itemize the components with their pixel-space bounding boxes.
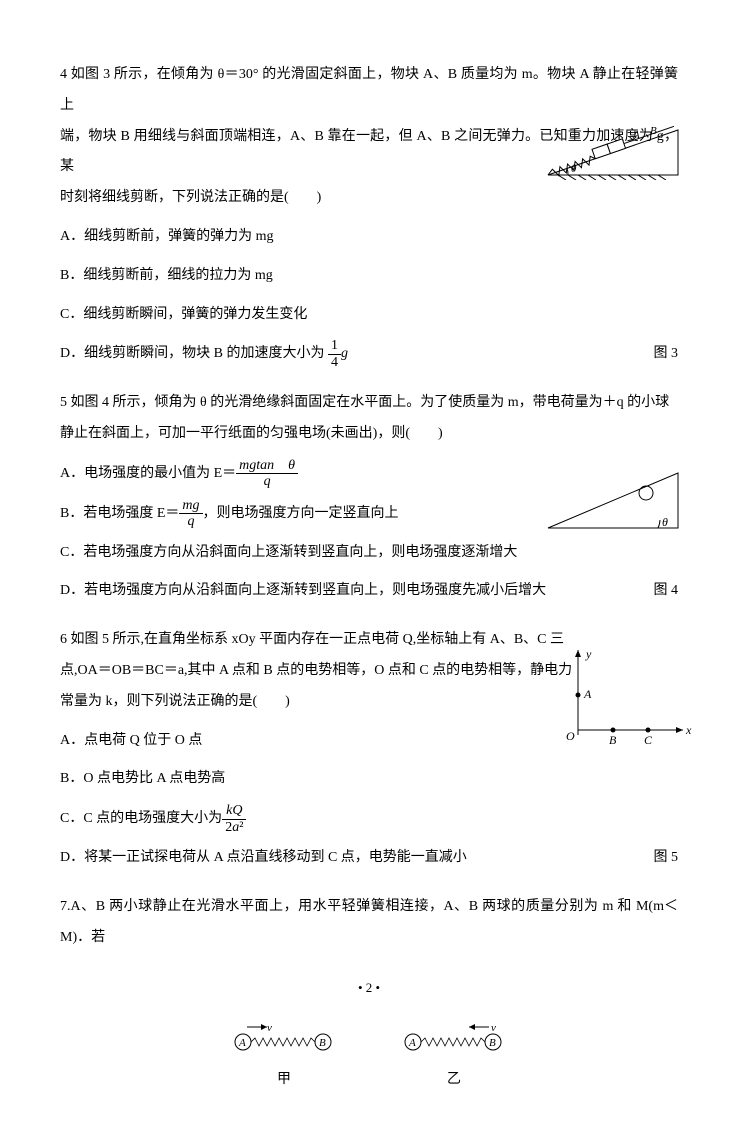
svg-text:B: B bbox=[319, 1037, 326, 1049]
q4-optd-pre: D．细线剪断瞬间，物块 B 的加速度大小为 bbox=[60, 346, 328, 361]
q4-option-b: B．细线剪断前，细线的拉力为 mg bbox=[60, 261, 678, 292]
svg-text:B: B bbox=[650, 125, 657, 137]
bottom-figures: v A B 甲 v A B 乙 bbox=[60, 1022, 678, 1089]
figure-yi-label: 乙 bbox=[399, 1070, 509, 1090]
q5-option-c: C．若电场强度方向从沿斜面向上逐渐转到竖直向上，则电场强度逐渐增大 bbox=[60, 538, 678, 569]
q6-optc-pre: C．C 点的电场强度大小为 bbox=[60, 811, 222, 826]
q5-opta-den: q bbox=[236, 474, 298, 489]
svg-text:θ: θ bbox=[571, 163, 577, 175]
q4-option-d-row: D．细线剪断瞬间，物块 B 的加速度大小为 14g 图 3 bbox=[60, 338, 678, 370]
q5-opta-pre: A．电场强度的最小值为 E＝ bbox=[60, 466, 236, 481]
q4-optd-den: 4 bbox=[328, 355, 341, 370]
figure-jia: v A B 甲 bbox=[229, 1022, 339, 1089]
figure-yi-svg: v A B bbox=[399, 1022, 509, 1057]
q5-optb-post: ，则电场强度方向一定竖直向上 bbox=[203, 506, 399, 521]
q4-option-a: A．细线剪断前，弹簧的弹力为 mg bbox=[60, 222, 678, 253]
q4-stem-line3: 时刻将细线剪断，下列说法正确的是( ) bbox=[60, 183, 678, 214]
figure-5-diagram: y x O A B C bbox=[558, 640, 698, 750]
q4-optd-post: g bbox=[341, 346, 348, 361]
q6-optc-den: 2a² bbox=[222, 820, 246, 835]
figure-3-diagram: A B θ bbox=[538, 120, 688, 180]
q4-stem-line1: 4 如图 3 所示，在倾角为 θ＝30° 的光滑固定斜面上，物块 A、B 质量均… bbox=[60, 60, 678, 122]
q6-optc-fraction: kQ2a² bbox=[222, 803, 246, 835]
svg-text:A: A bbox=[632, 129, 640, 141]
q4-optd-num: 1 bbox=[328, 338, 341, 354]
q5-optb-num: mg bbox=[179, 498, 202, 514]
svg-text:B: B bbox=[609, 733, 617, 747]
figure-jia-svg: v A B bbox=[229, 1022, 339, 1057]
figure-4-label: 图 4 bbox=[654, 576, 679, 607]
figure-jia-label: 甲 bbox=[229, 1070, 339, 1090]
question-4: A B θ 4 如图 3 所示，在倾角为 θ＝30° 的光滑固定斜面上，物块 A… bbox=[60, 60, 678, 370]
figure-4-diagram: θ bbox=[538, 458, 688, 538]
q5-option-d: D．若电场强度方向从沿斜面向上逐渐转到竖直向上，则电场强度先减小后增大 bbox=[60, 576, 546, 607]
q6-option-b: B．O 点电势比 A 点电势高 bbox=[60, 764, 678, 795]
svg-text:B: B bbox=[489, 1037, 496, 1049]
q5-stem-line1: 5 如图 4 所示，倾角为 θ 的光滑绝缘斜面固定在水平面上。为了使质量为 m，… bbox=[60, 388, 678, 419]
svg-text:v: v bbox=[267, 1022, 272, 1034]
q5-option-d-row: D．若电场强度方向从沿斜面向上逐渐转到竖直向上，则电场强度先减小后增大 图 4 bbox=[60, 576, 678, 607]
q7-stem: 7.A、B 两小球静止在光滑水平面上，用水平轻弹簧相连接，A、B 两球的质量分别… bbox=[60, 892, 678, 954]
q5-opta-num: mgtan θ bbox=[236, 458, 298, 474]
q6-optc-num: kQ bbox=[222, 803, 246, 819]
svg-text:A: A bbox=[408, 1037, 416, 1049]
svg-text:A: A bbox=[583, 687, 592, 701]
figure-yi: v A B 乙 bbox=[399, 1022, 509, 1089]
q6-option-d-row: D．将某一正试探电荷从 A 点沿直线移动到 C 点，电势能一直减小 图 5 bbox=[60, 843, 678, 874]
q4-optd-fraction: 14 bbox=[328, 338, 341, 370]
svg-text:C: C bbox=[644, 733, 653, 747]
question-6: y x O A B C 6 如图 5 所示,在直角坐标系 xOy 平面内存在一正… bbox=[60, 625, 678, 874]
question-7: 7.A、B 两小球静止在光滑水平面上，用水平轻弹簧相连接，A、B 两球的质量分别… bbox=[60, 892, 678, 954]
q4-option-d: D．细线剪断瞬间，物块 B 的加速度大小为 14g bbox=[60, 338, 348, 370]
q5-opta-fraction: mgtan θq bbox=[236, 458, 298, 490]
q5-stem-line2: 静止在斜面上，可加一平行纸面的匀强电场(未画出)，则( ) bbox=[60, 419, 678, 450]
q6-option-c: C．C 点的电场强度大小为kQ2a² bbox=[60, 803, 678, 835]
figure-5-label: 图 5 bbox=[654, 843, 679, 874]
svg-text:x: x bbox=[685, 723, 692, 737]
q6-option-d: D．将某一正试探电荷从 A 点沿直线移动到 C 点，电势能一直减小 bbox=[60, 843, 467, 874]
svg-text:y: y bbox=[585, 647, 592, 661]
page-number: • 2 • bbox=[60, 974, 678, 1003]
q5-optb-pre: B．若电场强度 E＝ bbox=[60, 506, 179, 521]
svg-text:θ: θ bbox=[662, 515, 668, 529]
question-5: θ 5 如图 4 所示，倾角为 θ 的光滑绝缘斜面固定在水平面上。为了使质量为 … bbox=[60, 388, 678, 607]
svg-text:A: A bbox=[238, 1037, 246, 1049]
figure-3-label: 图 3 bbox=[654, 339, 679, 370]
q4-option-c: C．细线剪断瞬间，弹簧的弹力发生变化 bbox=[60, 300, 678, 331]
q5-optb-fraction: mgq bbox=[179, 498, 202, 530]
q5-optb-den: q bbox=[179, 514, 202, 529]
svg-text:v: v bbox=[491, 1022, 496, 1034]
svg-text:O: O bbox=[566, 729, 575, 743]
